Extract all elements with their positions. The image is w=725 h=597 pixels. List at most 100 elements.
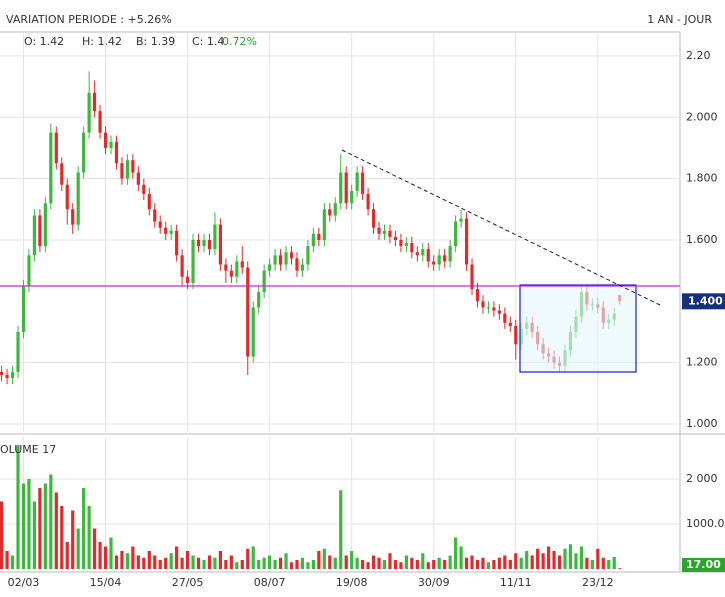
volume-bar [103, 546, 108, 569]
candle-body [322, 209, 326, 240]
candle-body [432, 261, 436, 265]
volume-bar [27, 478, 31, 569]
x-tick-label: 19/08 [336, 576, 368, 589]
volume-bar [71, 510, 75, 569]
volume-bar [585, 557, 589, 569]
candle-body [514, 325, 518, 345]
candle-body [32, 215, 37, 256]
candle-body [38, 215, 42, 247]
candle-body [481, 301, 485, 308]
volume-bar [333, 557, 337, 569]
candle-body [164, 227, 168, 234]
candle-body [421, 249, 425, 256]
candle-body [92, 92, 97, 112]
candle-body [235, 261, 239, 277]
candle-body [459, 218, 463, 222]
candle-body [454, 221, 458, 247]
volume-bar [257, 559, 261, 569]
volume-bar [541, 553, 545, 569]
candle-body [377, 227, 381, 234]
candle-body [344, 172, 348, 204]
candle-body [306, 246, 310, 265]
candle-body [98, 111, 102, 133]
candle-body [437, 255, 441, 265]
candle-body [43, 203, 47, 247]
volume-bar [98, 541, 102, 569]
candle-body [142, 184, 146, 194]
candle-body [87, 92, 91, 133]
candle-body [82, 132, 86, 173]
candle-body [508, 322, 512, 326]
volume-bar [421, 553, 425, 569]
candle-body [350, 190, 354, 204]
candle-body [415, 252, 419, 256]
header-change: 0.72% [222, 35, 257, 48]
volume-bar [563, 548, 567, 569]
candle-body [103, 132, 108, 148]
candle-body [49, 132, 53, 204]
volume-bar [180, 557, 184, 569]
volume-bar [448, 555, 452, 569]
volume-bar [120, 550, 124, 569]
candle-body [60, 163, 64, 185]
volume-bar [87, 505, 91, 569]
candle-body [54, 132, 58, 164]
volume-bar [38, 487, 42, 569]
candle-body [311, 233, 315, 247]
volume-bar [393, 559, 398, 569]
volume-bar [136, 555, 140, 569]
volume-bar [596, 548, 600, 569]
candle-body [475, 289, 480, 302]
x-tick-label: 27/05 [172, 576, 204, 589]
volume-bar [109, 537, 113, 569]
x-tick-label: 08/07 [254, 576, 286, 589]
candle-body [10, 371, 15, 379]
volume-bar [377, 557, 381, 569]
volume-bar [557, 555, 562, 569]
candle-body [224, 264, 228, 271]
candle-body [289, 252, 294, 259]
candle-body [333, 203, 337, 216]
volume-bar [300, 557, 305, 569]
candle-body [207, 239, 212, 250]
candle-body [388, 230, 392, 237]
volume-bar [404, 555, 408, 569]
last-volume-label: 17.00 [686, 558, 721, 571]
volume-bar [229, 555, 233, 569]
volume-bar [607, 559, 611, 569]
candle-body [180, 255, 184, 277]
candle-body [16, 332, 20, 372]
candle-body [185, 276, 190, 283]
y-tick-label: 1.600 [686, 233, 718, 246]
volume-bar [432, 559, 436, 569]
trend-line [341, 149, 663, 307]
volume-bar [169, 553, 173, 569]
candle-body [393, 236, 398, 240]
volume-tick-label: 1000.0 [686, 517, 725, 530]
candle-body [410, 243, 414, 253]
volume-bar [147, 550, 151, 569]
volume-bar [415, 559, 419, 569]
volume-bar [322, 548, 326, 569]
volume-bar [32, 501, 37, 569]
volume-bar [131, 546, 135, 569]
volume-bar [125, 553, 130, 569]
volume-bar [486, 562, 491, 569]
candle-body [503, 313, 507, 323]
candle-body [492, 307, 496, 311]
last-price-box [682, 293, 725, 310]
volume-bar [552, 550, 556, 569]
volume-bar [153, 555, 157, 569]
volume-bar [114, 555, 119, 569]
volume-bar [60, 505, 64, 569]
candle-body [486, 307, 491, 309]
header-high: H: 1.42 [82, 35, 122, 48]
x-tick-label: 02/03 [8, 576, 40, 589]
volume-bar [454, 537, 458, 569]
volume-bar [278, 557, 283, 569]
candle-body [399, 239, 403, 247]
candle-body [131, 160, 135, 173]
volume-bar [579, 546, 584, 569]
volume-bar [464, 557, 469, 569]
